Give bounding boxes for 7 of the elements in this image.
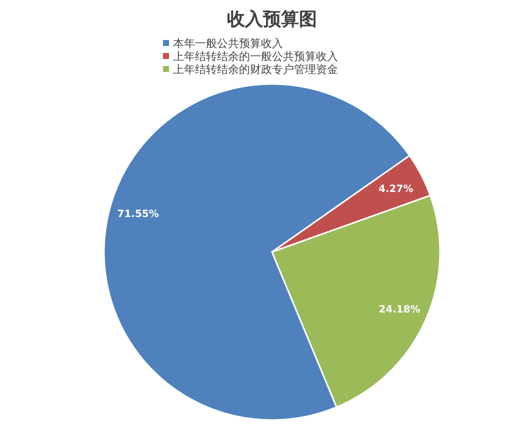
data-label: 4.27% [378,184,414,195]
legend-label: 上年结转结余的财政专户管理资金 [173,63,338,76]
legend-label: 本年一般公共预算收入 [173,37,283,50]
legend-label: 上年结转结余的一般公共预算收入 [173,50,338,63]
data-label: 71.55% [117,209,159,220]
chart-title: 收入预算图 [227,9,317,30]
data-label: 24.18% [378,304,420,316]
